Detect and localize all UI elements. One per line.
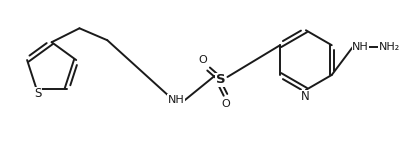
Text: S: S xyxy=(34,87,41,100)
Text: N: N xyxy=(301,90,309,103)
Text: NH: NH xyxy=(352,42,369,52)
Text: S: S xyxy=(216,73,225,86)
Text: O: O xyxy=(221,99,230,109)
Text: NH₂: NH₂ xyxy=(379,42,400,52)
Text: NH: NH xyxy=(168,95,184,105)
Text: O: O xyxy=(198,55,207,65)
